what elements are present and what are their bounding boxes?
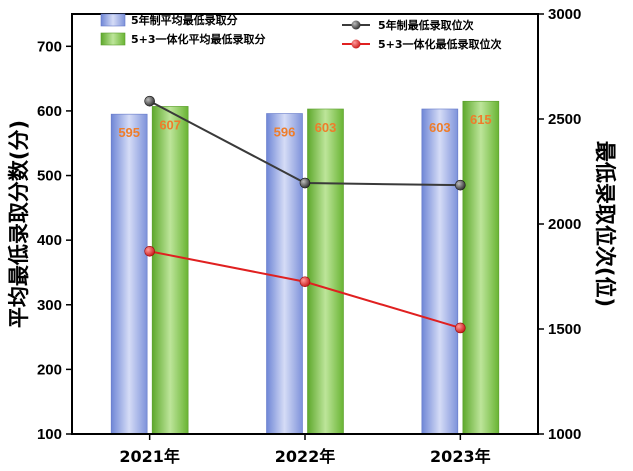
- bar-value-label: 607: [159, 117, 181, 132]
- line-point-five-plus-three-3: [455, 322, 466, 334]
- bar-five-plus-three-3: [462, 100, 500, 435]
- bar-value-label: 615: [470, 112, 492, 127]
- right-axis-tick-label: 2000: [548, 216, 581, 233]
- legend-bar-five-year-label: 5年制平均最低录取分: [131, 13, 238, 27]
- legend-line-five-year-label: 5年制最低录取位次: [378, 18, 474, 32]
- right-axis-tick-label: 1500: [548, 321, 581, 338]
- legend-bar-five-plus-three-label: 5+3一体化平均最低录取分: [131, 32, 266, 46]
- line-point-five-year-1: [144, 95, 155, 107]
- bar-value-label: 603: [429, 120, 451, 135]
- left-axis-tick-label: 200: [37, 361, 62, 378]
- bar-value-label: 595: [118, 125, 140, 140]
- left-axis-tick-label: 300: [37, 297, 62, 314]
- line-point-five-plus-three-2: [299, 276, 311, 288]
- left-axis-tick-label: 400: [37, 232, 62, 249]
- legend-line-five-plus-three-marker: [351, 39, 361, 49]
- line-point-five-year-2: [299, 177, 311, 189]
- lines: [144, 95, 466, 334]
- bar-five-year-1: [110, 113, 148, 435]
- right-axis-title: 最低录取位次(位): [593, 141, 617, 307]
- legend-bar-five-plus-three-swatch: [100, 32, 126, 46]
- bar-five-plus-three-2: [307, 108, 344, 435]
- bars: 595 596 603 607 603 615: [110, 100, 500, 435]
- line-point-five-year-3: [455, 179, 466, 191]
- bar-five-plus-three-1: [151, 106, 189, 435]
- bar-value-label: 596: [274, 125, 296, 140]
- x-axis-tick-label: 2022年: [275, 447, 336, 466]
- bar-value-label: 603: [315, 120, 337, 135]
- left-axis-tick-label: 100: [37, 426, 62, 443]
- right-axis-tick-label: 1000: [548, 426, 581, 443]
- left-axis-tick-label: 500: [37, 168, 62, 185]
- legend-bar-five-year-swatch: [100, 13, 126, 27]
- legend-line-five-year-marker: [351, 20, 361, 30]
- axes: 100 200 300 400 500 600 700 1000 1500 2000 2500 300…: [7, 6, 617, 466]
- line-point-five-plus-three-1: [144, 246, 155, 257]
- right-axis-tick-label: 3000: [548, 6, 581, 23]
- left-axis-tick-label: 700: [37, 38, 62, 55]
- legend: 5年制平均最低录取分 5+3一体化平均最低录取分 5年制最低录取位次 5+3一体化最低…: [100, 13, 502, 51]
- x-axis-tick-label: 2021年: [119, 447, 180, 466]
- bar-five-year-3: [421, 108, 459, 435]
- legend-line-five-plus-three-label: 5+3一体化最低录取位次: [378, 37, 502, 51]
- bar-five-year-2: [266, 113, 303, 435]
- left-axis-title: 平均最低录取分数(分): [7, 120, 31, 328]
- right-axis-tick-label: 2500: [548, 111, 581, 128]
- line-five-plus-three-rank: [149, 250, 461, 329]
- x-axis-tick-label: 2023年: [430, 447, 491, 466]
- left-axis-tick-label: 600: [37, 103, 62, 120]
- line-five-year-rank: [149, 100, 461, 187]
